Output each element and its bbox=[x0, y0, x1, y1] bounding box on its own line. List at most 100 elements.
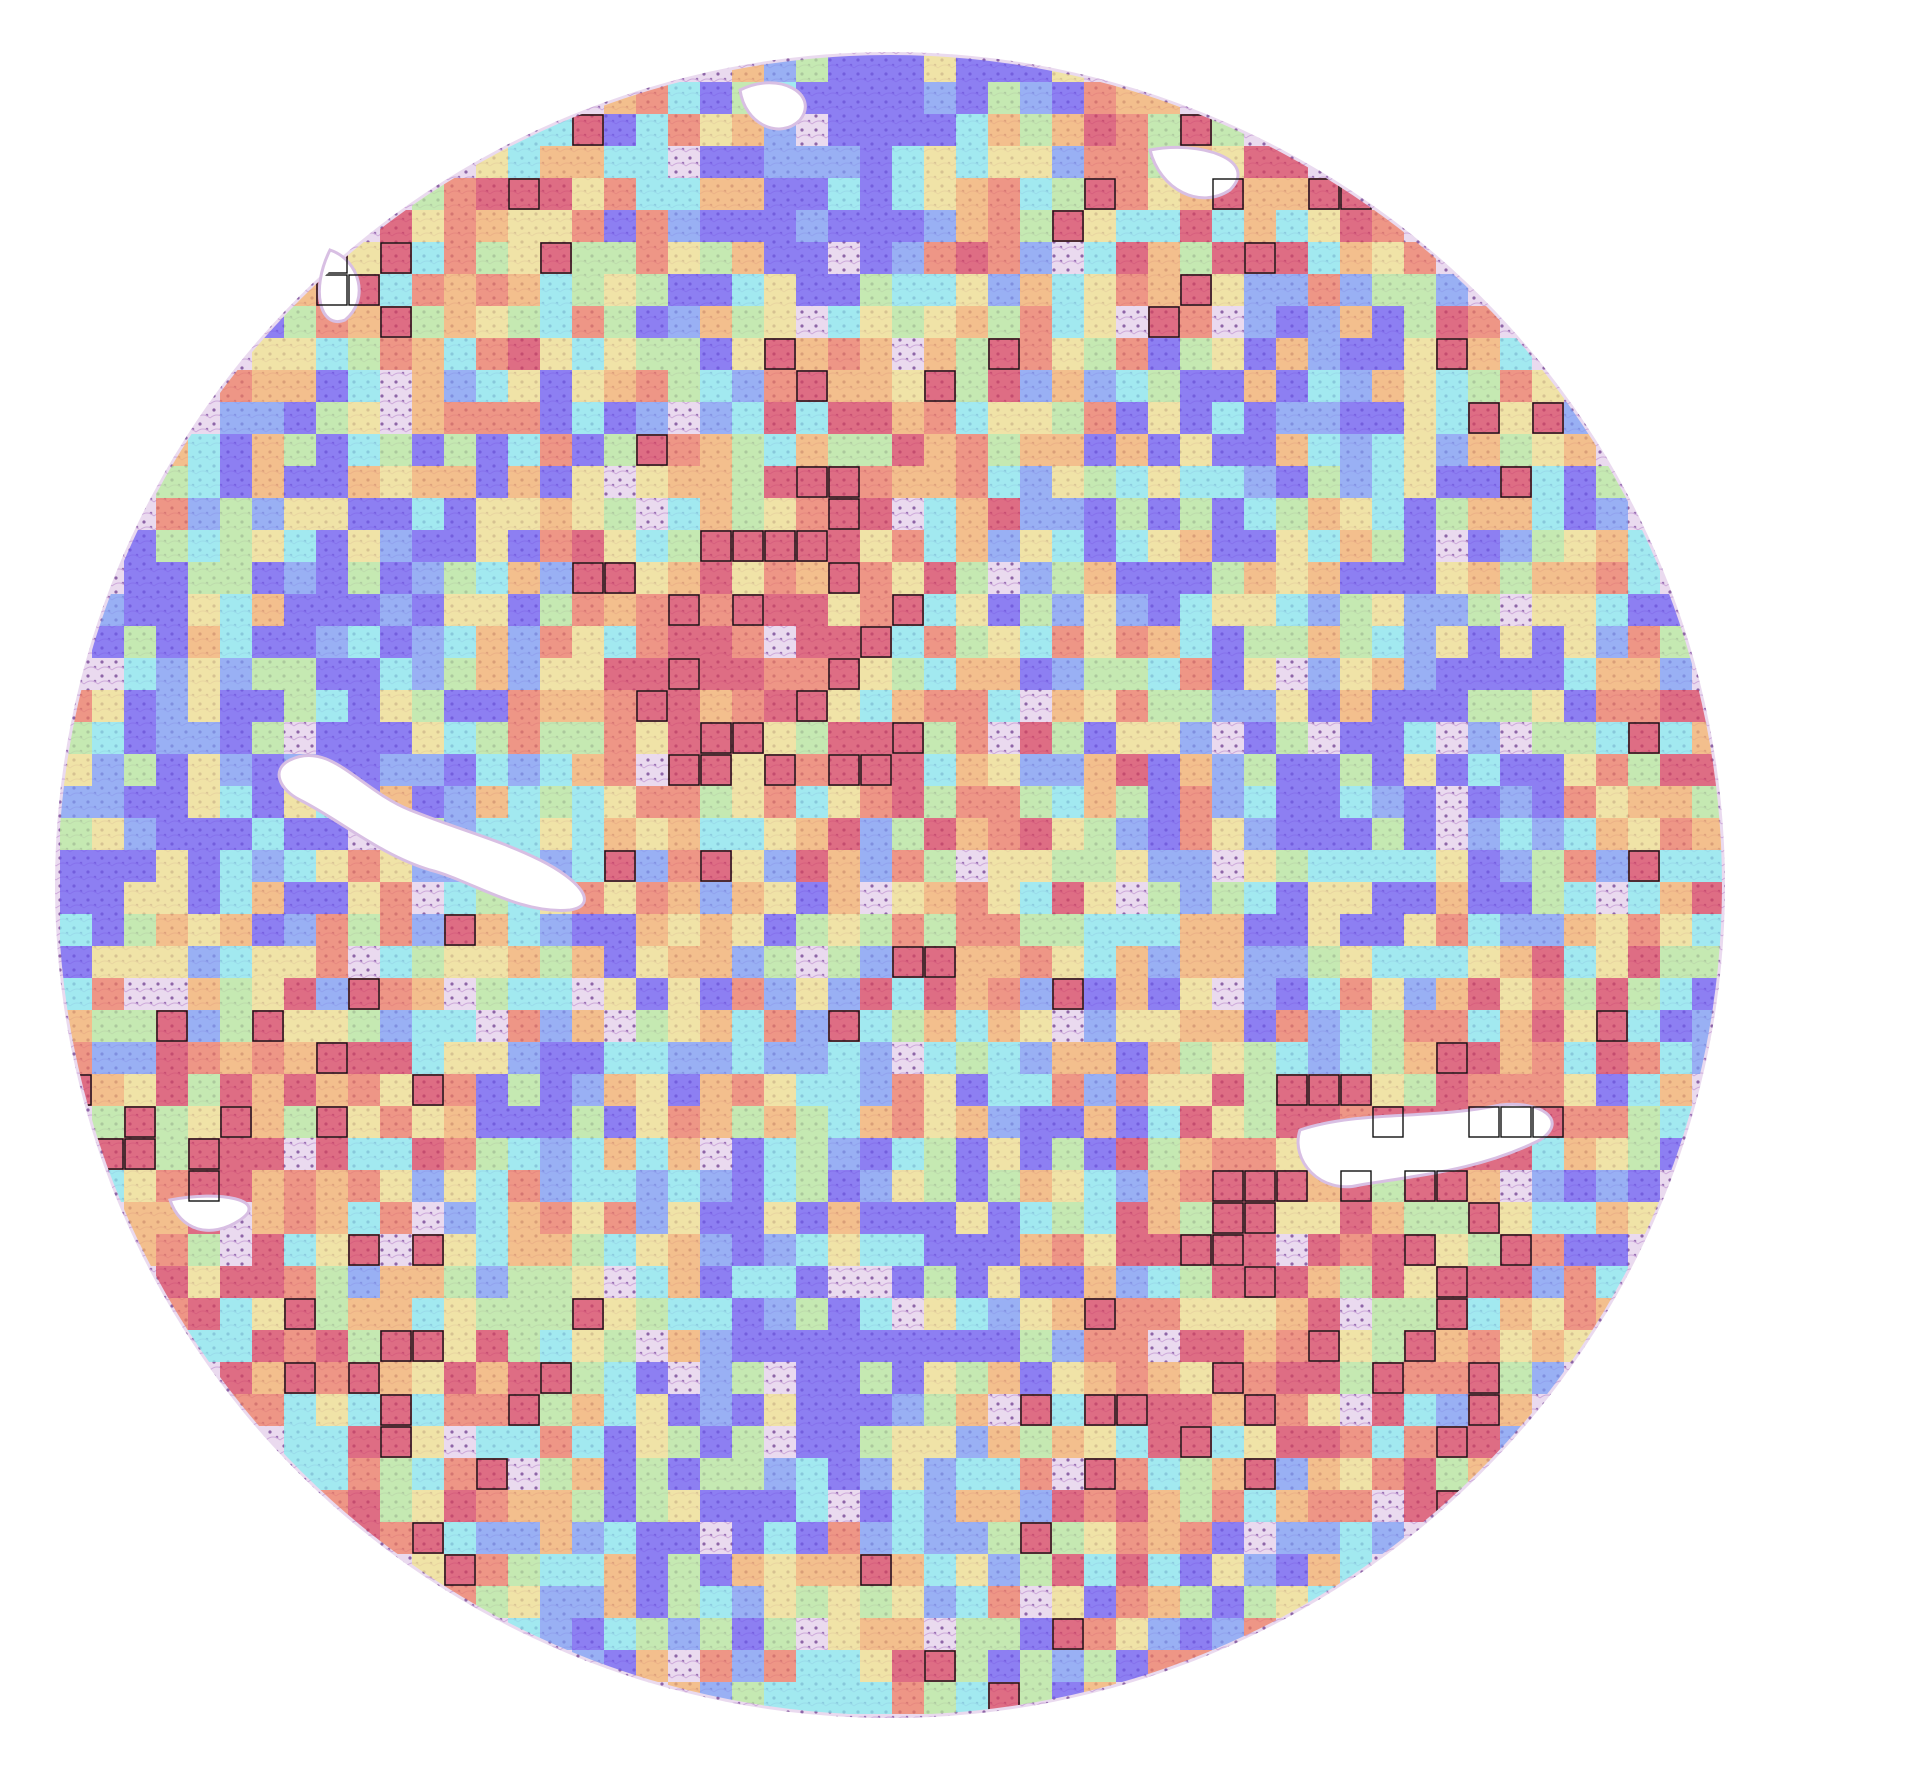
heatmap-tile bbox=[444, 722, 476, 754]
heatmap-tile bbox=[1052, 1234, 1084, 1266]
heatmap-tile bbox=[1404, 306, 1436, 338]
heatmap-tile bbox=[412, 978, 444, 1010]
heatmap-tile bbox=[284, 1298, 316, 1330]
heatmap-tile bbox=[924, 1458, 956, 1490]
heatmap-tile bbox=[764, 1010, 796, 1042]
heatmap-tile bbox=[1500, 1234, 1532, 1266]
heatmap-tile bbox=[892, 754, 924, 786]
heatmap-tile bbox=[1212, 1586, 1244, 1618]
heatmap-tile bbox=[1180, 1554, 1212, 1586]
heatmap-tile bbox=[1564, 722, 1596, 754]
heatmap-tile bbox=[1404, 434, 1436, 466]
heatmap-tile bbox=[1340, 690, 1372, 722]
heatmap-tile bbox=[572, 1522, 604, 1554]
heatmap-tile bbox=[1212, 946, 1244, 978]
heatmap-tile bbox=[572, 114, 604, 146]
heatmap-tile bbox=[380, 594, 412, 626]
heatmap-tile bbox=[1596, 594, 1628, 626]
heatmap-tile bbox=[828, 786, 860, 818]
heatmap-tile bbox=[1148, 1074, 1180, 1106]
heatmap-tile bbox=[1468, 1042, 1500, 1074]
heatmap-tile bbox=[540, 242, 572, 274]
highlighted-tile-outline bbox=[892, 594, 924, 626]
heatmap-tile bbox=[796, 754, 828, 786]
heatmap-tile bbox=[188, 882, 220, 914]
highlighted-tile-outline bbox=[828, 498, 860, 530]
heatmap-tile bbox=[1084, 1074, 1116, 1106]
heatmap-tile bbox=[796, 1106, 828, 1138]
heatmap-tile bbox=[1020, 178, 1052, 210]
heatmap-tile bbox=[1052, 210, 1084, 242]
heatmap-tile bbox=[956, 1394, 988, 1426]
heatmap-tile bbox=[1308, 978, 1340, 1010]
heatmap-tile bbox=[1116, 1202, 1148, 1234]
heatmap-tile bbox=[476, 786, 508, 818]
heatmap-tile bbox=[1660, 978, 1692, 1010]
heatmap-tile bbox=[348, 722, 380, 754]
heatmap-tile bbox=[604, 530, 636, 562]
heatmap-tile bbox=[1404, 658, 1436, 690]
heatmap-tile bbox=[1052, 146, 1084, 178]
heatmap-tile bbox=[732, 722, 764, 754]
heatmap-tile bbox=[1052, 82, 1084, 114]
heatmap-tile bbox=[1212, 754, 1244, 786]
heatmap-tile bbox=[1020, 722, 1052, 754]
highlighted-tile-outline bbox=[892, 722, 924, 754]
heatmap-tile bbox=[1436, 690, 1468, 722]
heatmap-tile bbox=[508, 114, 540, 146]
heatmap-tile bbox=[1052, 1170, 1084, 1202]
heatmap-tile bbox=[1436, 1362, 1468, 1394]
heatmap-tile bbox=[316, 1298, 348, 1330]
heatmap-tile bbox=[1308, 1010, 1340, 1042]
heatmap-tile bbox=[508, 1522, 540, 1554]
heatmap-tile bbox=[572, 402, 604, 434]
heatmap-tile bbox=[1244, 626, 1276, 658]
heatmap-tile bbox=[476, 370, 508, 402]
heatmap-tile bbox=[700, 1394, 732, 1426]
heatmap-tile bbox=[1084, 690, 1116, 722]
heatmap-tile bbox=[636, 1618, 668, 1650]
heatmap-tile bbox=[924, 306, 956, 338]
heatmap-tile bbox=[1084, 914, 1116, 946]
heatmap-tile bbox=[1116, 1362, 1148, 1394]
heatmap-tile bbox=[1148, 1010, 1180, 1042]
heatmap-tile bbox=[156, 594, 188, 626]
heatmap-tile bbox=[1212, 1298, 1244, 1330]
heatmap-tile bbox=[1468, 1394, 1500, 1426]
heatmap-tile bbox=[732, 402, 764, 434]
heatmap-tile bbox=[988, 338, 1020, 370]
heatmap-tile bbox=[700, 1042, 732, 1074]
heatmap-tile bbox=[1052, 818, 1084, 850]
highlighted-tile-outline bbox=[380, 242, 412, 274]
highlighted-tile-outline bbox=[1244, 1202, 1276, 1234]
heatmap-tile bbox=[860, 1426, 892, 1458]
highlighted-tile-outline bbox=[188, 1138, 220, 1170]
heatmap-tile bbox=[860, 786, 892, 818]
heatmap-tile bbox=[1500, 690, 1532, 722]
heatmap-tile bbox=[316, 1394, 348, 1426]
heatmap-tile bbox=[1084, 338, 1116, 370]
heatmap-tile bbox=[444, 530, 476, 562]
heatmap-tile bbox=[220, 466, 252, 498]
heatmap-tile bbox=[1148, 114, 1180, 146]
heatmap-tile bbox=[860, 690, 892, 722]
heatmap-tile bbox=[508, 178, 540, 210]
heatmap-tile bbox=[892, 562, 924, 594]
heatmap-tile bbox=[924, 146, 956, 178]
heatmap-tile bbox=[188, 786, 220, 818]
heatmap-tile bbox=[1628, 626, 1660, 658]
heatmap-tile bbox=[1116, 338, 1148, 370]
heatmap-tile bbox=[604, 498, 636, 530]
heatmap-tile bbox=[444, 946, 476, 978]
heatmap-tile bbox=[380, 1042, 412, 1074]
heatmap-tile bbox=[636, 914, 668, 946]
heatmap-tile bbox=[1212, 882, 1244, 914]
heatmap-tile bbox=[764, 722, 796, 754]
heatmap-tile bbox=[1308, 338, 1340, 370]
heatmap-tile bbox=[956, 1458, 988, 1490]
highlighted-tile-outline bbox=[1532, 402, 1564, 434]
heatmap-tile bbox=[892, 1586, 924, 1618]
heatmap-tile bbox=[700, 82, 732, 114]
heatmap-tile bbox=[1372, 658, 1404, 690]
heatmap-tile bbox=[1532, 434, 1564, 466]
